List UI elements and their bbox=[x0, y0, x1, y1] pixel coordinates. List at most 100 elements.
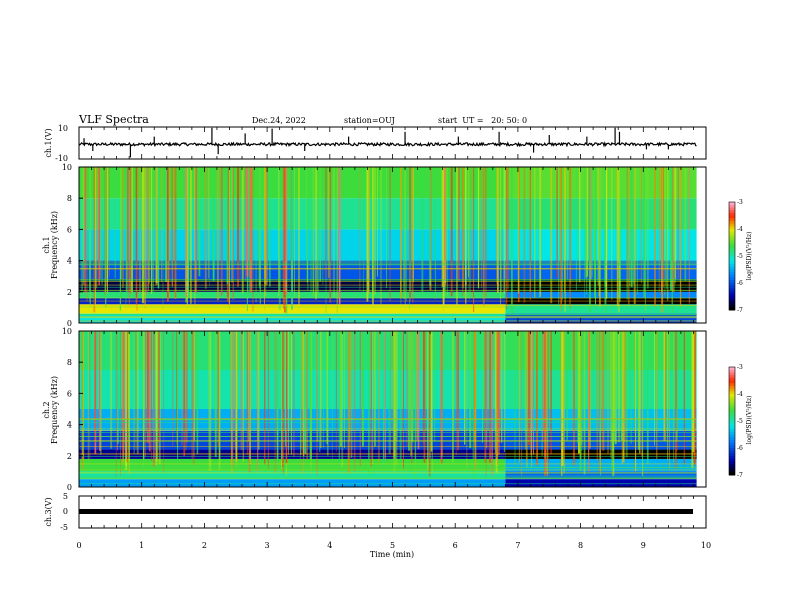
colorbar-segment bbox=[729, 247, 735, 252]
ch3-waveform-trace bbox=[79, 509, 693, 514]
time-tick-label: 5 bbox=[390, 541, 395, 550]
colorbar-tick-label: -7 bbox=[737, 307, 743, 314]
spectrogram-streak bbox=[531, 331, 533, 468]
colorbar-segment bbox=[729, 269, 735, 273]
spectrogram-streak bbox=[581, 331, 583, 445]
colorbar-segment bbox=[729, 461, 735, 465]
colorbar-segment bbox=[729, 380, 735, 384]
ch1-spectrogram-yticks: 0 2 4 6 8 10 bbox=[62, 163, 83, 328]
spectrogram-streak bbox=[393, 331, 396, 458]
spectrogram-streak bbox=[550, 167, 553, 304]
spectrogram-streak bbox=[412, 167, 414, 282]
spectrogram-streak bbox=[326, 331, 328, 445]
spectrogram-streak bbox=[630, 167, 633, 288]
spectrogram-band bbox=[79, 479, 506, 487]
spectrogram-streak bbox=[457, 331, 459, 451]
freq-tick-label: 10 bbox=[62, 327, 72, 336]
spectrogram-streak bbox=[607, 331, 609, 454]
colorbar-segment bbox=[729, 220, 735, 225]
spectrogram-streak bbox=[679, 167, 682, 307]
spectrogram-streak bbox=[533, 331, 534, 455]
spectrogram-streak bbox=[667, 331, 669, 461]
spectrogram-streak bbox=[656, 331, 658, 459]
spectrogram-streak bbox=[161, 167, 162, 282]
spectrogram-streak bbox=[599, 331, 601, 476]
spectrogram-streak bbox=[558, 167, 560, 304]
spectrogram-band bbox=[505, 479, 697, 487]
spectrogram-streak bbox=[282, 331, 284, 468]
spectrogram-streak bbox=[265, 167, 267, 296]
colorbar-segment bbox=[729, 296, 735, 300]
spectrogram-streak bbox=[234, 331, 236, 450]
spectrogram-streak bbox=[456, 167, 458, 308]
colorbar-segment bbox=[729, 283, 735, 287]
spectrogram-streak bbox=[441, 331, 443, 457]
spectrogram-streak bbox=[82, 167, 85, 286]
colorbar-segment bbox=[729, 423, 735, 427]
colorbar-segment bbox=[729, 250, 735, 254]
spectrogram-streak bbox=[208, 331, 210, 472]
spectrogram-streak bbox=[399, 331, 402, 464]
colorbar-segment bbox=[729, 307, 735, 311]
colorbar-frame bbox=[728, 366, 736, 476]
colorbar-tick-label: -5 bbox=[737, 253, 743, 260]
spectrogram-streak bbox=[431, 331, 433, 473]
spectrogram-streak bbox=[350, 331, 353, 458]
colorbar-segment bbox=[729, 388, 735, 392]
spectrogram-streak bbox=[423, 331, 426, 463]
spectrogram-streak bbox=[691, 331, 694, 469]
spectrogram-streak bbox=[392, 331, 394, 460]
colorbar-segment bbox=[729, 266, 735, 270]
spectrogram-band bbox=[79, 430, 506, 450]
spectrogram-streak bbox=[267, 331, 269, 469]
spectrogram-streak bbox=[331, 331, 333, 460]
spectrogram-streak bbox=[465, 167, 467, 285]
spectrogram-streak bbox=[566, 167, 568, 280]
spectrogram-streak bbox=[151, 167, 153, 294]
spectrogram-streak bbox=[152, 167, 154, 294]
spectrogram-streak bbox=[100, 331, 102, 455]
spectrogram-streak bbox=[675, 331, 677, 469]
colorbar-segment bbox=[729, 207, 735, 211]
spectrogram-streak bbox=[547, 331, 549, 477]
spectrogram-streak bbox=[168, 167, 170, 298]
spectrogram-streak bbox=[325, 167, 327, 278]
spectrogram-streak bbox=[95, 167, 96, 306]
spectrogram-streak bbox=[105, 167, 107, 307]
spectrogram-streak bbox=[217, 331, 219, 446]
spectrogram-streak bbox=[89, 167, 91, 307]
colorbar-segment bbox=[729, 264, 735, 268]
spectrogram-streak bbox=[615, 331, 617, 444]
colorbar-segment bbox=[729, 280, 735, 284]
colorbar-tick-label: -3 bbox=[737, 364, 743, 371]
spectrogram-streak bbox=[191, 331, 193, 459]
spectrogram-streak bbox=[162, 167, 164, 310]
spectrogram-streak bbox=[153, 331, 155, 467]
spectrogram-streak bbox=[643, 167, 645, 298]
spectrogram-streak bbox=[363, 167, 364, 295]
colorbar-segment bbox=[729, 261, 735, 265]
spectrogram-streak bbox=[338, 167, 341, 305]
time-tick-label: 8 bbox=[578, 541, 583, 550]
spectrogram-streak bbox=[284, 167, 286, 313]
ch2-colorbar-label: log(PSD)(V²/Hz) bbox=[746, 396, 753, 445]
spectrogram-streak bbox=[131, 167, 133, 299]
spectrogram-streak bbox=[89, 331, 91, 460]
spectrogram-streak bbox=[362, 331, 364, 447]
spectrogram-streak bbox=[288, 331, 289, 455]
colorbar-segment bbox=[729, 375, 735, 379]
spectrogram-band bbox=[505, 471, 697, 480]
spectrogram-streak bbox=[529, 167, 531, 292]
freq-tick-label: 0 bbox=[67, 319, 72, 328]
spectrogram-streak bbox=[319, 167, 321, 282]
spectrogram-streak bbox=[174, 167, 177, 299]
colorbar-segment bbox=[729, 412, 735, 417]
colorbar-segment bbox=[729, 453, 735, 457]
spectrogram-streak bbox=[400, 167, 402, 299]
spectrogram-streak bbox=[464, 331, 466, 445]
ch1-spectrogram-image bbox=[79, 167, 697, 323]
spectrogram-streak bbox=[626, 167, 628, 300]
ch1-waveform-line bbox=[78, 141, 697, 148]
spectrogram-streak bbox=[665, 167, 667, 289]
spectrogram-streak bbox=[133, 331, 135, 454]
